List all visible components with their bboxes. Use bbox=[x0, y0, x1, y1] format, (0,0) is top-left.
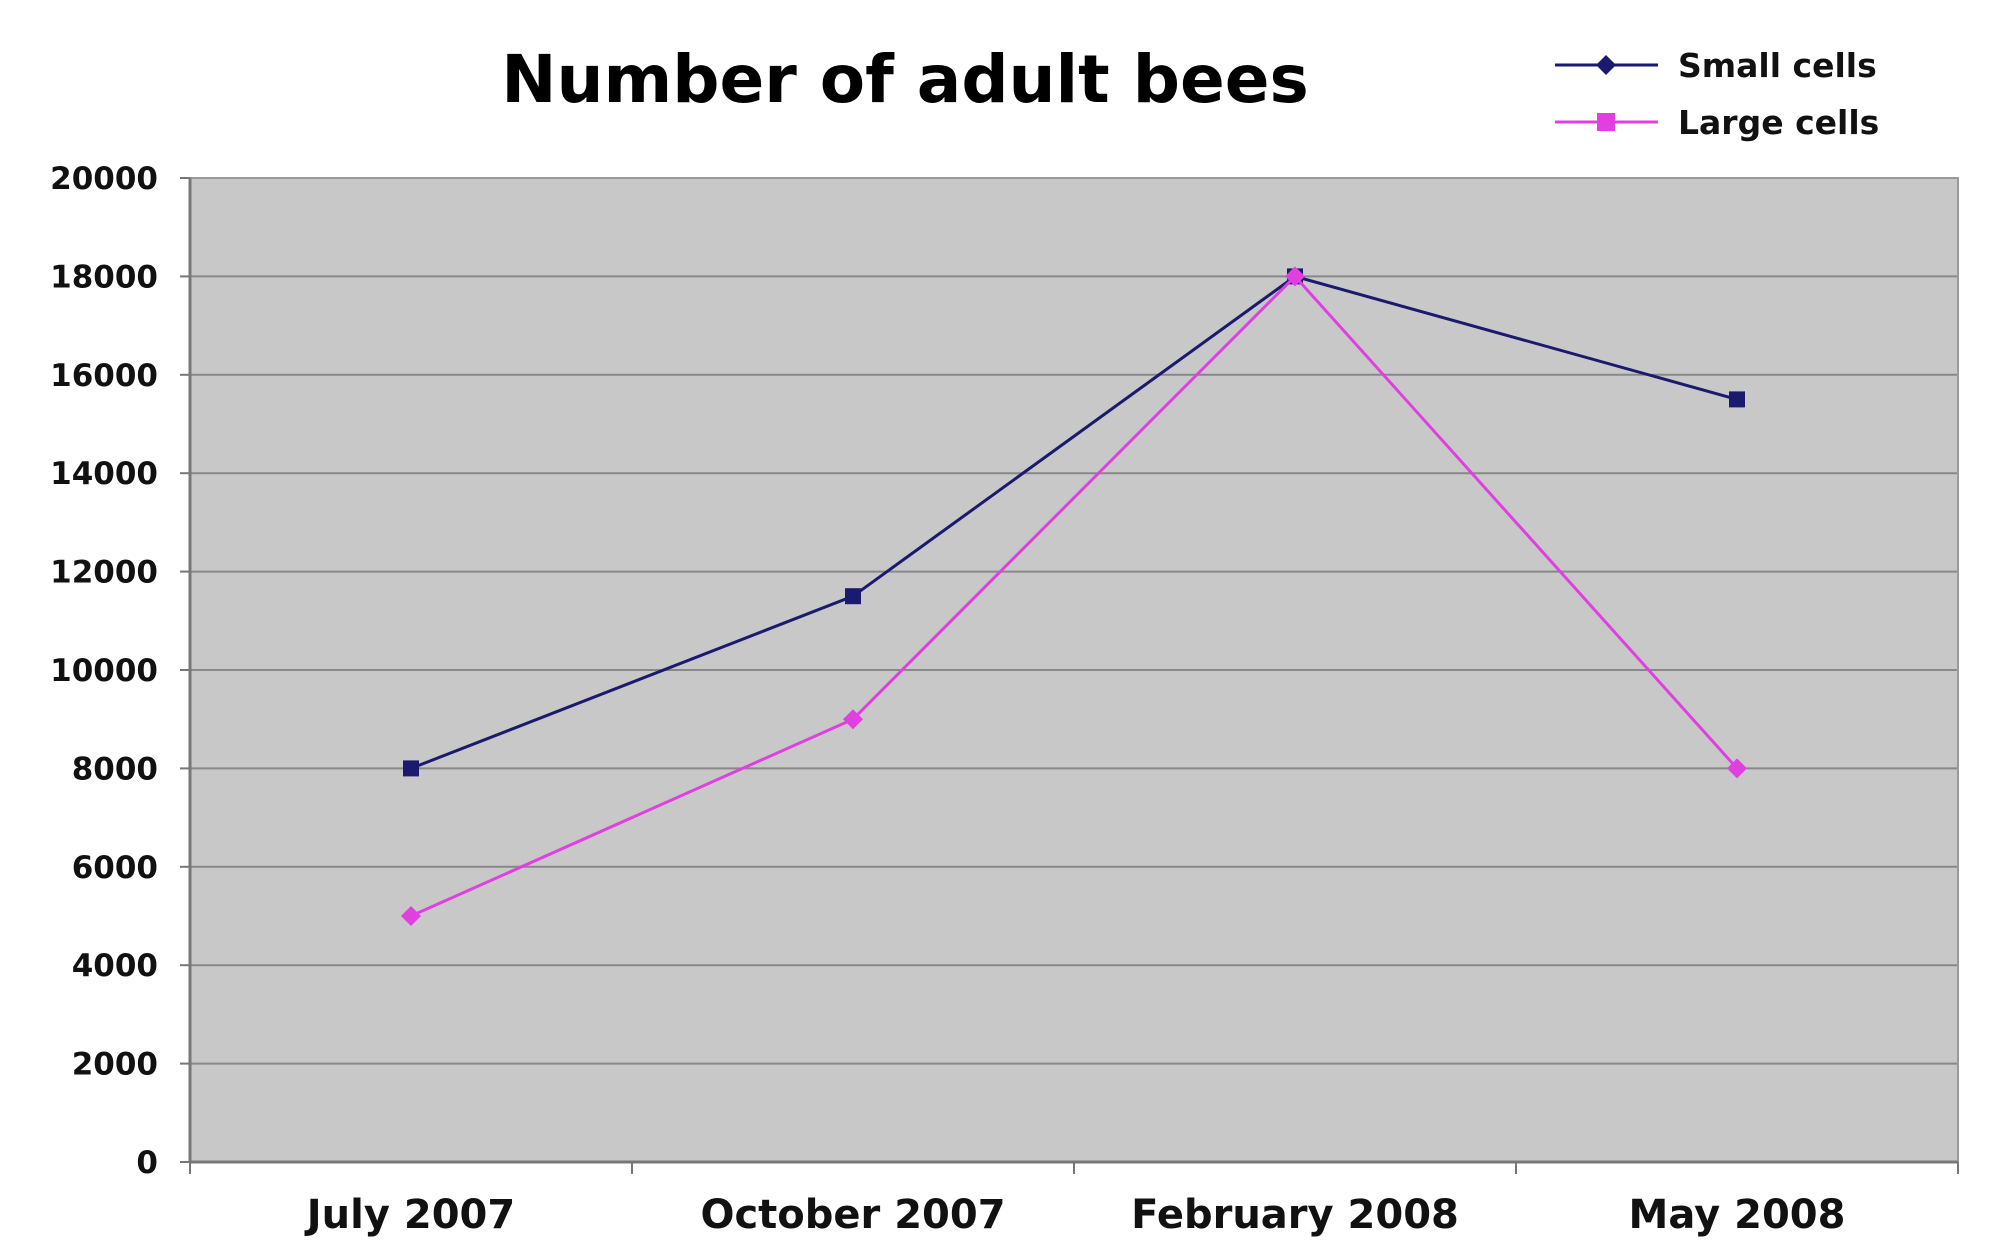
legend-marker bbox=[1597, 113, 1615, 131]
y-tick-label: 20000 bbox=[50, 161, 158, 197]
legend-label: Large cells bbox=[1678, 103, 1879, 142]
series-line bbox=[410, 274, 1739, 918]
data-point bbox=[403, 760, 419, 777]
legend-marker bbox=[1596, 55, 1616, 75]
legend-item: Small cells bbox=[1555, 46, 1877, 85]
x-tick-label: February 2008 bbox=[1131, 1192, 1459, 1238]
series-group bbox=[401, 266, 1747, 926]
y-tick-label: 16000 bbox=[50, 358, 158, 394]
series-line bbox=[410, 274, 1738, 770]
gridlines bbox=[190, 177, 1958, 1065]
y-tick-label: 18000 bbox=[50, 259, 158, 295]
y-tick-label: 2000 bbox=[72, 1047, 158, 1083]
y-tick-label: 0 bbox=[136, 1145, 158, 1181]
y-tick-label: 8000 bbox=[72, 751, 158, 787]
data-point bbox=[1727, 758, 1747, 779]
x-tick-label: July 2007 bbox=[304, 1192, 515, 1238]
data-point bbox=[401, 906, 421, 926]
y-tick-label: 12000 bbox=[50, 555, 158, 591]
data-point bbox=[1285, 266, 1305, 287]
y-tick-label: 4000 bbox=[72, 948, 158, 984]
x-tick-label: October 2007 bbox=[700, 1192, 1005, 1238]
y-axis-ticks: 0 2000 4000 6000 8000 10000 12000 14000 16000 180… bbox=[50, 161, 190, 1181]
x-tick-label: May 2008 bbox=[1629, 1192, 1846, 1238]
y-tick-label: 6000 bbox=[72, 850, 158, 886]
series-large-cells bbox=[401, 266, 1747, 926]
chart-title: Number of adult bees bbox=[501, 41, 1309, 118]
data-point bbox=[845, 588, 861, 605]
x-axis-ticks: July 2007 October 2007 February 2008 May 20… bbox=[189, 1162, 1959, 1238]
data-point bbox=[1729, 391, 1745, 408]
legend: Small cells Large cells bbox=[1555, 46, 1879, 142]
y-tick-label: 14000 bbox=[50, 456, 158, 492]
data-point bbox=[843, 709, 863, 730]
legend-label: Small cells bbox=[1678, 46, 1877, 85]
legend-item: Large cells bbox=[1555, 103, 1879, 142]
y-tick-label: 10000 bbox=[50, 653, 158, 689]
